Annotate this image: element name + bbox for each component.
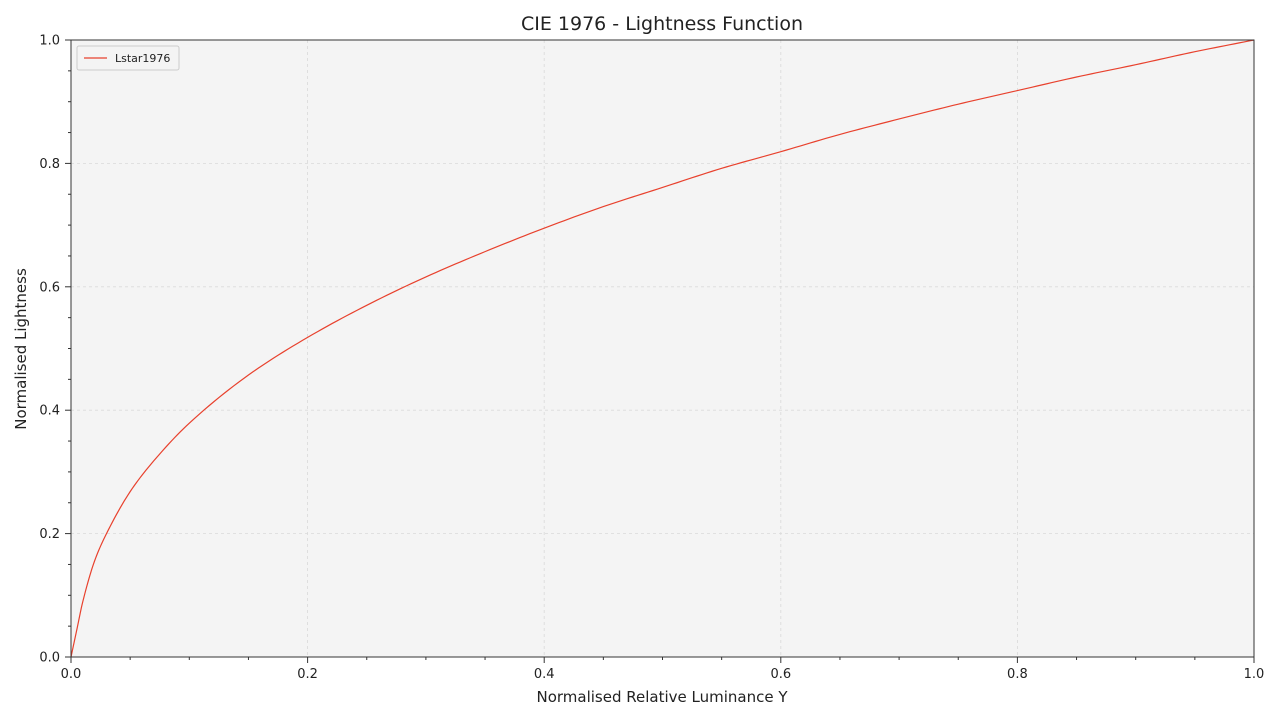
series-layer [70,39,1255,658]
series-line-lstar1976 [70,39,1255,658]
y-axis-label: Normalised Lightness [12,268,30,430]
y-tick-label: 0.2 [39,527,60,542]
x-tick-label: 0.6 [770,667,791,682]
ticks: 0.0 0.2 0.4 0.6 0.8 1.0 0.0 0.2 0.4 0.6 0.8 1.0 [39,34,1264,683]
x-tick-label: 0.4 [534,667,555,682]
y-tick-label: 1.0 [39,34,60,49]
y-tick-label: 0.8 [39,157,60,172]
x-tick-label: 1.0 [1244,667,1265,682]
x-tick-label: 0.0 [61,667,82,682]
legend-label: Lstar1976 [115,52,170,65]
x-axis-label: Normalised Relative Luminance Y [536,688,788,706]
legend: Lstar1976 [76,45,180,71]
chart-title: CIE 1976 - Lightness Function [521,13,803,35]
legend-box [76,45,180,71]
y-tick-label: 0.4 [39,404,60,419]
y-tick-label: 0.0 [39,651,60,666]
x-tick-label: 0.8 [1007,667,1028,682]
plot-background [71,40,1254,657]
grid [71,40,1254,657]
x-tick-label: 0.2 [297,667,318,682]
y-tick-label: 0.6 [39,280,60,295]
